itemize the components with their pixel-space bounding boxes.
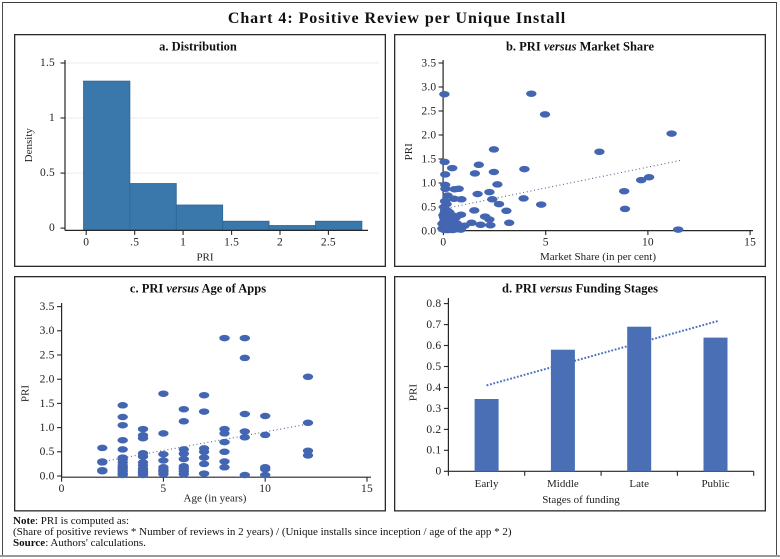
svg-text:0: 0	[440, 236, 446, 248]
svg-text:Middle: Middle	[547, 478, 579, 490]
svg-text:0.7: 0.7	[426, 319, 441, 331]
svg-text:5: 5	[542, 236, 548, 248]
svg-text:2.0: 2.0	[39, 374, 54, 386]
svg-text:1.0: 1.0	[421, 177, 436, 189]
svg-text:PRI: PRI	[407, 384, 419, 401]
svg-text:2: 2	[277, 236, 283, 248]
svg-text:Market Share (in per cent): Market Share (in per cent)	[539, 251, 655, 263]
svg-text:10: 10	[259, 483, 271, 495]
svg-text:0.0: 0.0	[421, 225, 436, 237]
svg-text:0: 0	[435, 466, 441, 478]
svg-text:1.5: 1.5	[39, 398, 54, 410]
svg-text:0: 0	[49, 222, 55, 234]
svg-text:0.8: 0.8	[426, 298, 441, 310]
svg-text:2.0: 2.0	[421, 129, 436, 141]
svg-text:10: 10	[641, 236, 653, 248]
svg-text:3.5: 3.5	[39, 301, 54, 313]
svg-text:PRI: PRI	[196, 251, 213, 263]
svg-text:a. Distribution: a. Distribution	[159, 39, 237, 53]
svg-text:Public: Public	[701, 478, 729, 490]
svg-text:1.5: 1.5	[40, 57, 55, 69]
svg-text:15: 15	[361, 483, 373, 495]
svg-text:0.5: 0.5	[39, 446, 54, 458]
svg-text:c. PRI versus Age of Apps: c. PRI versus Age of Apps	[129, 282, 265, 296]
svg-text:0.5: 0.5	[40, 167, 55, 179]
svg-text:Stages of funding: Stages of funding	[542, 494, 620, 506]
svg-text:0.5: 0.5	[421, 201, 436, 213]
svg-text:1.5: 1.5	[224, 236, 239, 248]
svg-text:Age (in years): Age (in years)	[183, 493, 246, 505]
svg-text:1: 1	[49, 112, 55, 124]
svg-text:PRI: PRI	[19, 385, 31, 402]
svg-text:0.3: 0.3	[426, 403, 441, 415]
svg-text:1.0: 1.0	[39, 422, 54, 434]
svg-text:15: 15	[744, 236, 756, 248]
svg-text:2.5: 2.5	[421, 105, 436, 117]
svg-text:Late: Late	[629, 478, 649, 490]
svg-text:0.4: 0.4	[426, 382, 441, 394]
svg-text:2.5: 2.5	[39, 349, 54, 361]
svg-text:0.0: 0.0	[39, 470, 54, 482]
svg-text:3.0: 3.0	[39, 325, 54, 337]
svg-text:5: 5	[160, 483, 166, 495]
svg-text:1.5: 1.5	[421, 153, 436, 165]
svg-text:Density: Density	[22, 127, 34, 162]
svg-text:.5: .5	[130, 236, 139, 248]
svg-text:d. PRI versus Funding Stages: d. PRI versus Funding Stages	[502, 282, 658, 296]
svg-text:b. PRI versus Market Share: b. PRI versus Market Share	[505, 39, 654, 53]
svg-text:0.1: 0.1	[426, 445, 441, 457]
svg-text:0.2: 0.2	[426, 424, 441, 436]
svg-text:0: 0	[58, 483, 64, 495]
svg-text:0: 0	[83, 236, 89, 248]
svg-text:1: 1	[180, 236, 186, 248]
svg-text:0.5: 0.5	[426, 361, 441, 373]
svg-text:3.5: 3.5	[421, 57, 436, 69]
svg-text:2.5: 2.5	[320, 236, 335, 248]
svg-text:3.0: 3.0	[421, 81, 436, 93]
svg-text:Early: Early	[474, 478, 498, 490]
svg-text:PRI: PRI	[403, 142, 415, 159]
svg-text:0.6: 0.6	[426, 340, 441, 352]
